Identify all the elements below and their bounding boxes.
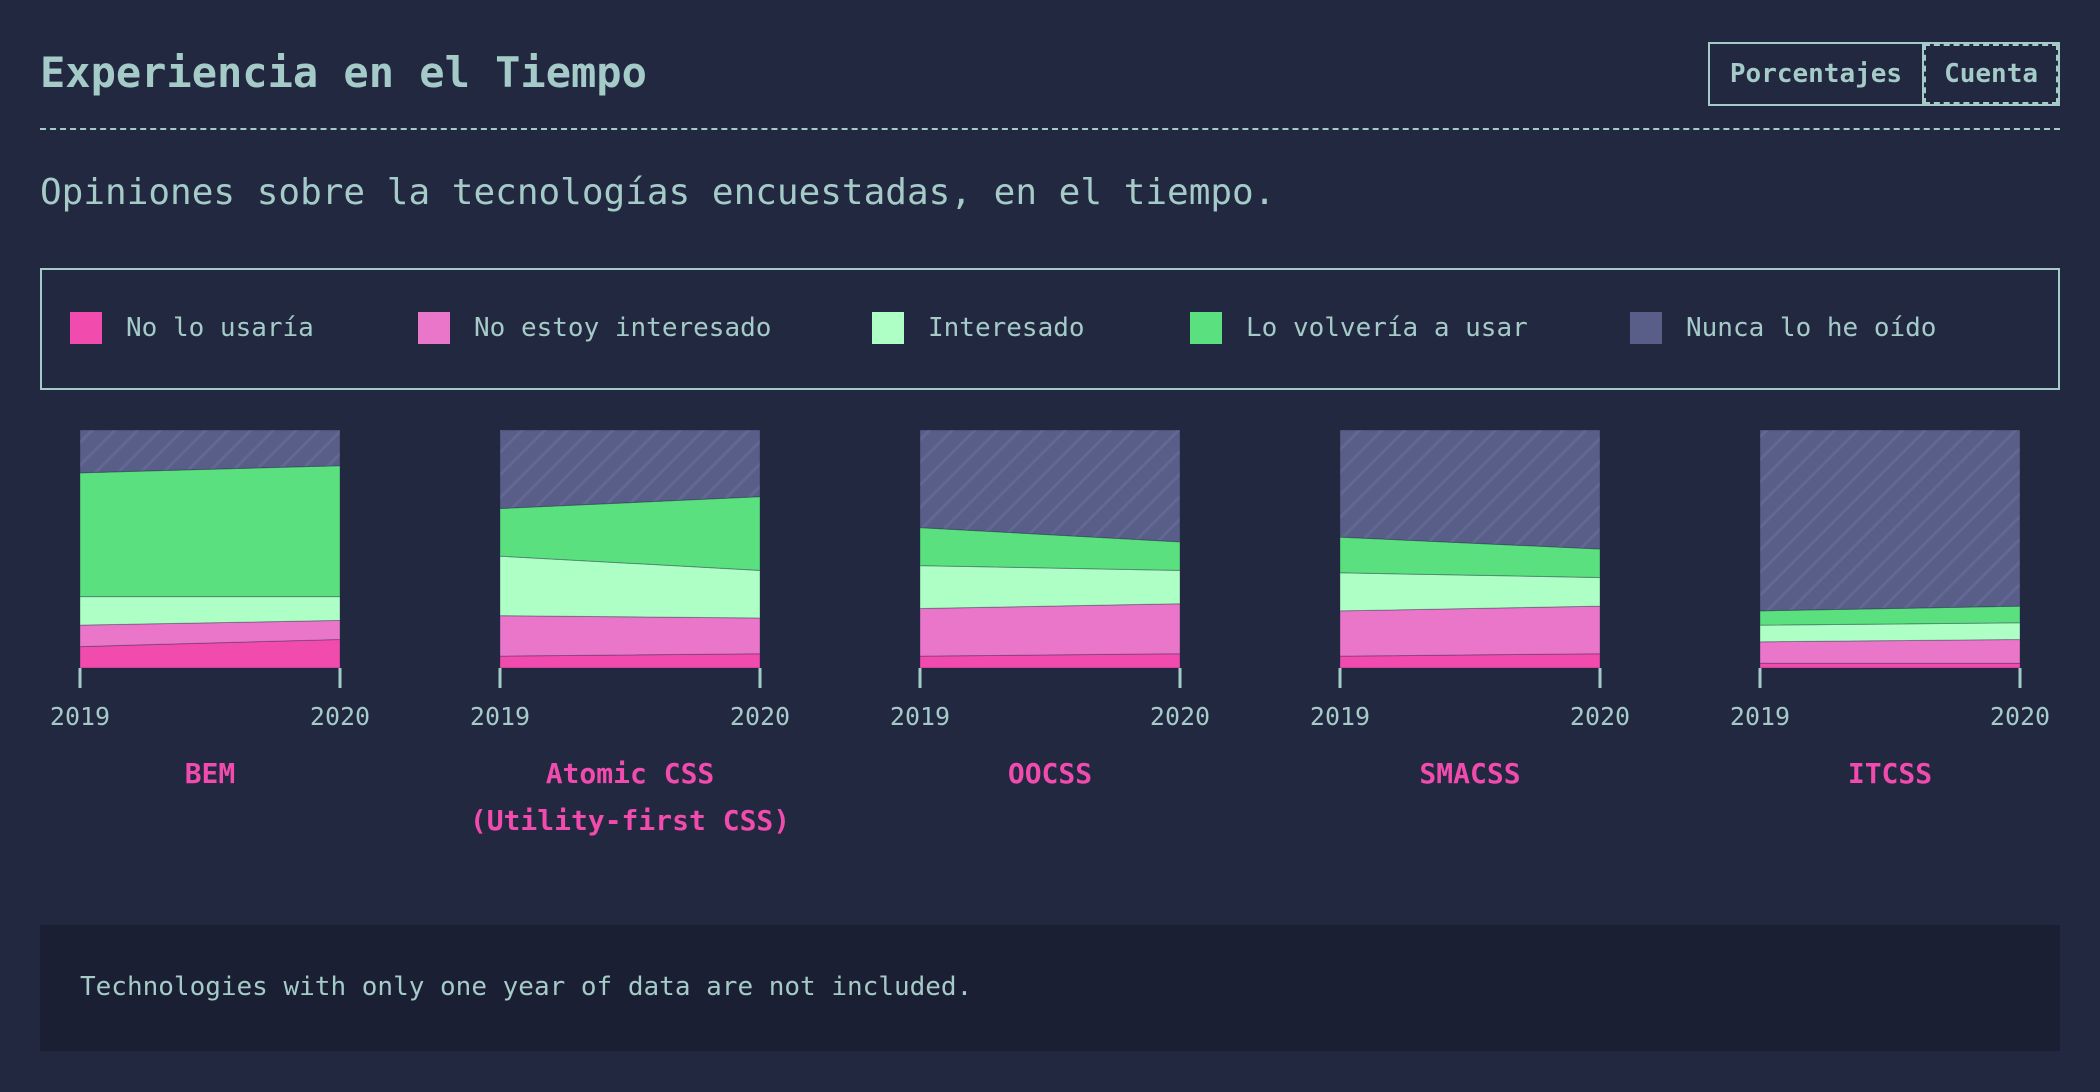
legend-swatch-lo-volveria-a-usar	[1190, 312, 1222, 344]
x-tick-label: 2020	[1570, 702, 1630, 731]
x-tick-label: 2019	[1730, 702, 1790, 731]
x-tick-label: 2019	[1310, 702, 1370, 731]
area-no-estoy-interesado[interactable]	[1759, 638, 2021, 664]
header: Experiencia en el Tiempo Porcentajes Cue…	[40, 40, 2060, 130]
page-subtitle: Opiniones sobre la tecnologías encuestad…	[40, 172, 1276, 213]
area-interesado[interactable]	[919, 565, 1181, 610]
chart-2: 2019 2020 OOCSS	[890, 429, 1210, 790]
legend-swatch-nunca-lo-he-oido	[1630, 312, 1662, 344]
chart-title: Atomic CSS	[546, 757, 715, 790]
legend: No lo usaría No estoy interesado Interes…	[40, 268, 2060, 390]
chart-4: 2019 2020 ITCSS	[1730, 429, 2050, 790]
area-interesado[interactable]	[1339, 572, 1601, 612]
area-nunca-lo-he-o-do[interactable]	[919, 429, 1181, 543]
area-nunca-lo-he-o-do[interactable]	[1339, 429, 1601, 550]
legend-item-no-lo-usaria[interactable]: No lo usaría	[70, 312, 314, 344]
legend-swatch-no-lo-usaria	[70, 312, 102, 344]
legend-item-nunca-lo-he-oido[interactable]: Nunca lo he oído	[1630, 312, 1936, 344]
area-lo-volver-a-a-usar[interactable]	[79, 465, 341, 598]
x-tick-label: 2019	[50, 702, 110, 731]
legend-swatch-interesado	[872, 312, 904, 344]
x-tick-label: 2019	[890, 702, 950, 731]
footnote-text: Technologies with only one year of data …	[80, 972, 973, 1002]
chart-title: BEM	[185, 757, 236, 790]
legend-label: Nunca lo he oído	[1686, 313, 1937, 343]
area-nunca-lo-he-o-do[interactable]	[499, 429, 761, 510]
chart-1: 2019 2020 Atomic CSS (Utility-first CSS)	[470, 429, 790, 837]
legend-item-interesado[interactable]: Interesado	[872, 312, 1085, 344]
legend-swatch-no-estoy-interesado	[418, 312, 450, 344]
area-no-estoy-interesado[interactable]	[919, 603, 1181, 657]
charts-area: 2019 2020 BEM 2019 2020 Atomic CSS (Utility-fi…	[50, 429, 2050, 837]
legend-item-lo-volveria-a-usar[interactable]: Lo volvería a usar	[1190, 312, 1528, 344]
area-no-estoy-interesado[interactable]	[1339, 605, 1601, 657]
page-title: Experiencia en el Tiempo	[40, 48, 647, 97]
x-tick-label: 2020	[730, 702, 790, 731]
x-tick-label: 2019	[470, 702, 530, 731]
area-interesado[interactable]	[1759, 622, 2021, 643]
unit-toggle: Porcentajes Cuenta	[1707, 42, 2060, 106]
footnote: Technologies with only one year of data …	[40, 925, 2060, 1051]
x-tick-label: 2020	[1990, 702, 2050, 731]
area-no-estoy-interesado[interactable]	[499, 615, 761, 657]
legend-label: Lo volvería a usar	[1246, 313, 1528, 343]
x-tick-label: 2020	[1150, 702, 1210, 731]
legend-item-no-estoy-interesado[interactable]: No estoy interesado	[418, 312, 771, 344]
legend-label: Interesado	[928, 313, 1085, 343]
area-nunca-lo-he-o-do[interactable]	[1759, 429, 2021, 612]
chart-title: (Utility-first CSS)	[470, 804, 790, 837]
chart-title: SMACSS	[1419, 757, 1520, 790]
chart-title: ITCSS	[1848, 757, 1932, 790]
percentages-button[interactable]: Porcentajes	[1710, 44, 1925, 104]
legend-label: No estoy interesado	[474, 313, 772, 343]
chart-title: OOCSS	[1008, 757, 1092, 790]
chart-0: 2019 2020 BEM	[50, 429, 370, 790]
chart-3: 2019 2020 SMACSS	[1310, 429, 1630, 790]
count-button[interactable]: Cuenta	[1924, 44, 2058, 104]
legend-label: No lo usaría	[126, 313, 314, 343]
x-tick-label: 2020	[310, 702, 370, 731]
area-no-lo-usar-a[interactable]	[1759, 662, 2021, 669]
area-nunca-lo-he-o-do[interactable]	[79, 429, 341, 474]
area-interesado[interactable]	[79, 596, 341, 626]
